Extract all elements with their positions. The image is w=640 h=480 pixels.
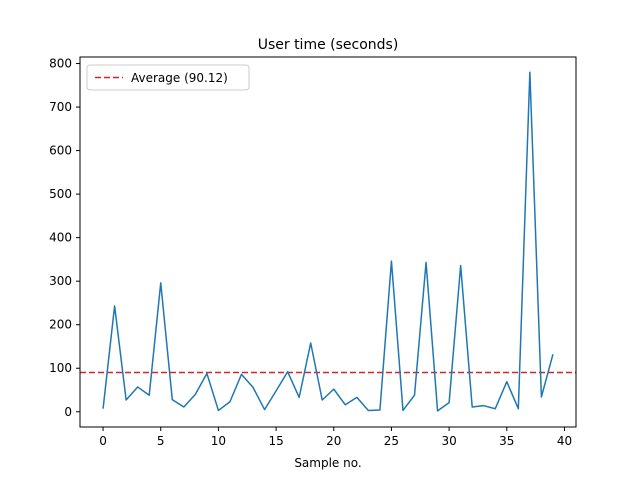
y-tick-label: 500: [49, 187, 72, 201]
x-axis-label: Sample no.: [294, 456, 361, 470]
chart-title: User time (seconds): [258, 37, 399, 53]
y-tick-label: 100: [49, 361, 72, 375]
x-tick-label: 15: [268, 434, 283, 448]
x-tick-label: 25: [384, 434, 399, 448]
y-tick-label: 800: [49, 57, 72, 71]
plot-frame: [79, 56, 577, 428]
y-tick-label: 300: [49, 274, 72, 288]
x-tick-label: 20: [326, 434, 341, 448]
x-tick-label: 0: [99, 434, 107, 448]
y-tick-label: 400: [49, 231, 72, 245]
plot-area: 0 5 10 15 20 25 30 35 40010020030040050060070080…: [49, 56, 577, 448]
legend-label: Average (90.12): [131, 71, 228, 85]
series-line: [102, 71, 554, 412]
y-tick-label: 0: [64, 405, 72, 419]
y-tick-label: 700: [49, 100, 72, 114]
x-tick-label: 10: [211, 434, 226, 448]
y-tick-label: 600: [49, 144, 72, 158]
x-tick-label: 35: [499, 434, 514, 448]
x-tick-label: 5: [157, 434, 165, 448]
legend-box: [86, 64, 250, 91]
x-tick-label: 40: [557, 434, 572, 448]
x-tick-label: 30: [441, 434, 456, 448]
y-tick-label: 200: [49, 318, 72, 332]
